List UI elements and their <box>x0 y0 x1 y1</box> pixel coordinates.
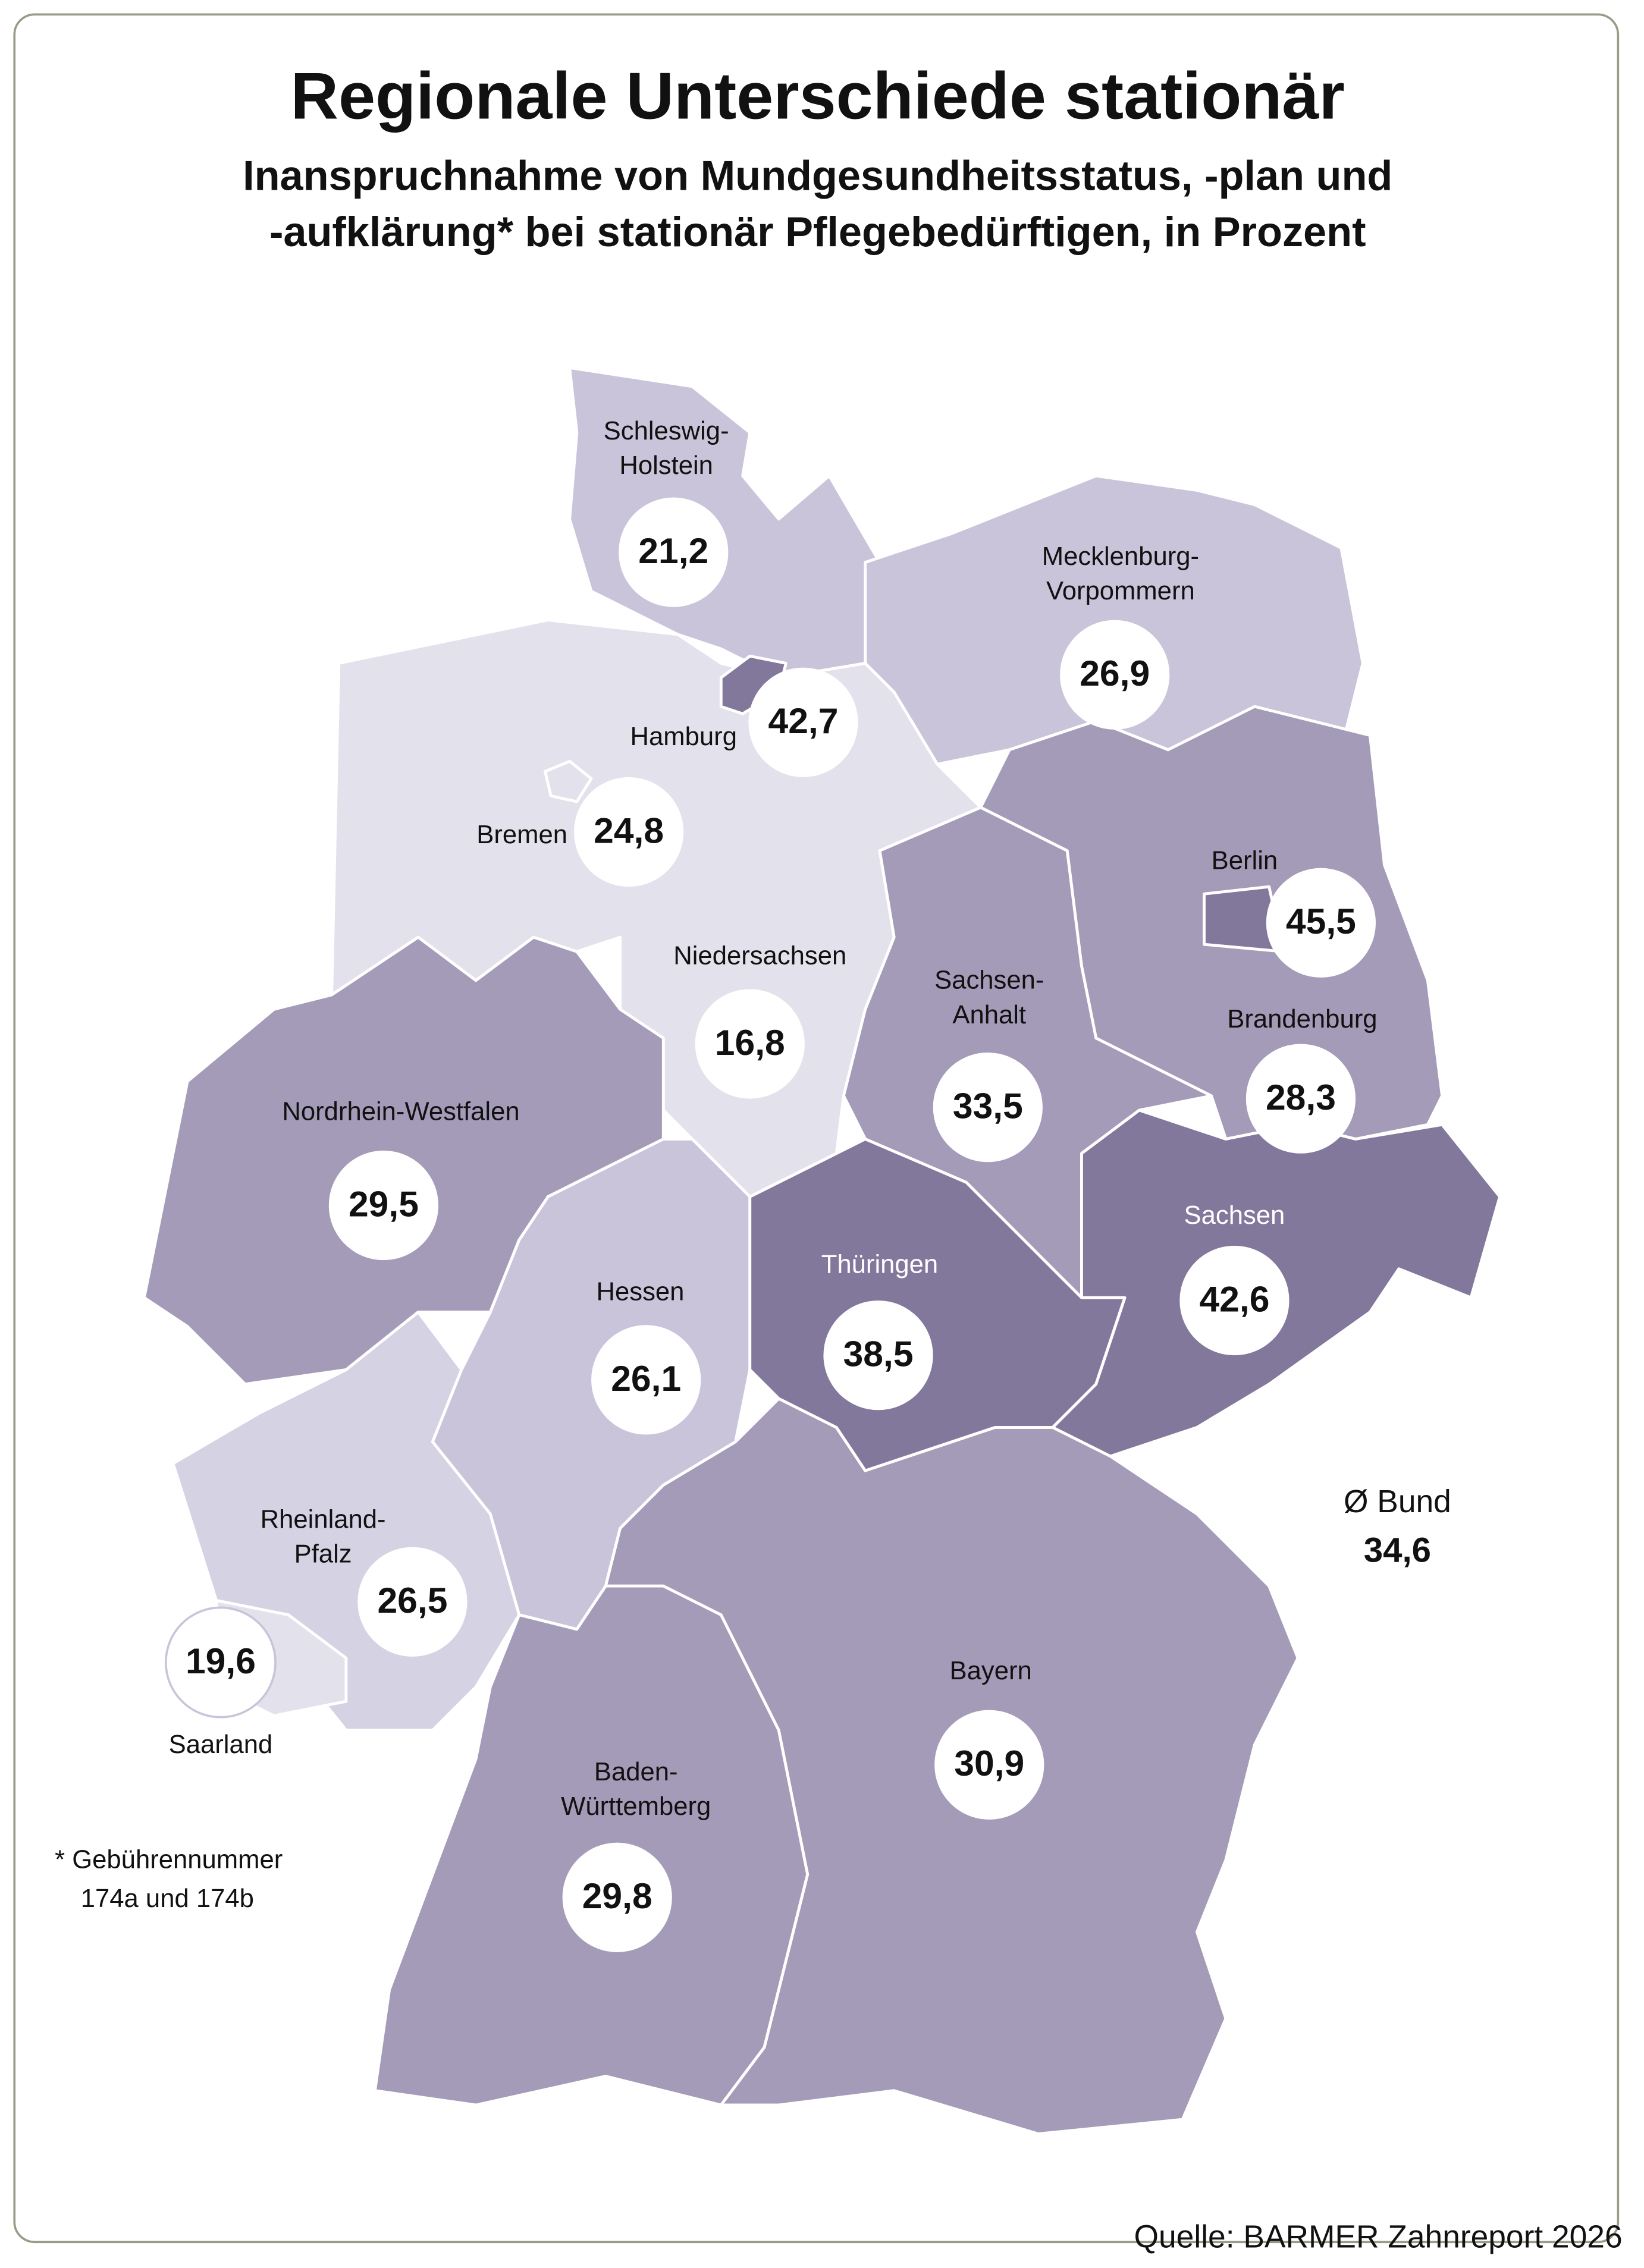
region-name: Vorpommern <box>1046 576 1195 605</box>
value-badge <box>748 667 858 777</box>
value-badge <box>1266 868 1376 978</box>
region-name: Nordrhein-Westfalen <box>282 1097 519 1126</box>
region-value: 42,6 <box>1199 1279 1269 1319</box>
region-value: 29,8 <box>582 1876 652 1916</box>
subtitle: -aufklärung* bei stationär Pflegebedürft… <box>269 208 1366 255</box>
value-badge <box>1245 1044 1356 1154</box>
region-name: Hamburg <box>630 722 737 751</box>
region-name: Baden- <box>594 1757 678 1786</box>
region-name: Saarland <box>169 1730 273 1759</box>
region-name: Anhalt <box>952 1000 1026 1029</box>
region-name: Bayern <box>950 1656 1032 1685</box>
footnote: 174a und 174b <box>81 1884 254 1913</box>
value-badge <box>619 497 729 607</box>
source: Quelle: BARMER Zahnreport 2026 <box>1134 2220 1623 2255</box>
value-badge <box>1060 620 1170 730</box>
region-name: Hessen <box>597 1277 685 1306</box>
region-value: 30,9 <box>954 1743 1024 1783</box>
region-name: Sachsen- <box>934 966 1044 995</box>
region-value: 16,8 <box>715 1022 785 1063</box>
value-badge <box>933 1053 1043 1163</box>
region-value: 19,6 <box>186 1641 256 1681</box>
region-value: 45,5 <box>1286 901 1356 941</box>
subtitle: Inanspruchnahme von Mundgesundheitsstatu… <box>243 152 1392 199</box>
region-value: 28,3 <box>1266 1077 1336 1117</box>
region-name: Württemberg <box>561 1792 711 1821</box>
region-value: 29,5 <box>349 1183 419 1224</box>
region-name: Holstein <box>619 451 713 480</box>
region-name: Rheinland- <box>261 1505 386 1534</box>
region-value: 24,8 <box>594 810 664 850</box>
region-name: Bremen <box>476 820 567 849</box>
region-name: Schleswig- <box>604 416 729 445</box>
value-badge <box>823 1301 933 1411</box>
title: Regionale Unterschiede stationär <box>291 58 1345 133</box>
region-name: Niedersachsen <box>673 941 846 970</box>
region-value: 26,5 <box>377 1580 447 1620</box>
region-value: 33,5 <box>953 1086 1023 1126</box>
average-value: 34,6 <box>1364 1531 1431 1570</box>
value-badge <box>1179 1245 1290 1356</box>
value-badge <box>695 989 805 1099</box>
region-name: Pfalz <box>294 1540 352 1569</box>
value-badge <box>328 1150 439 1261</box>
region <box>544 759 593 803</box>
value-badge <box>573 777 684 887</box>
region-name: Berlin <box>1212 846 1278 875</box>
region-value: 26,1 <box>611 1358 681 1399</box>
region-value: 42,7 <box>768 700 838 741</box>
value-badge <box>562 1842 672 1952</box>
value-badge <box>165 1606 277 1719</box>
value-badge <box>591 1325 701 1435</box>
footnote: * Gebührennummer <box>55 1845 283 1874</box>
region-value: 38,5 <box>843 1334 914 1374</box>
region-value: 26,9 <box>1080 653 1150 693</box>
average-label: Ø Bund <box>1344 1484 1451 1519</box>
region-value: 21,2 <box>638 530 708 571</box>
region-name: Mecklenburg- <box>1042 542 1199 571</box>
value-badge <box>934 1710 1044 1820</box>
region-name: Sachsen <box>1184 1201 1285 1230</box>
region-name: Thüringen <box>821 1249 938 1279</box>
value-badge <box>357 1547 468 1657</box>
region-name: Brandenburg <box>1227 1004 1377 1034</box>
map: Niedersachsen 16,8 Schleswig- Holstein 21,2 M… <box>143 366 1501 2135</box>
